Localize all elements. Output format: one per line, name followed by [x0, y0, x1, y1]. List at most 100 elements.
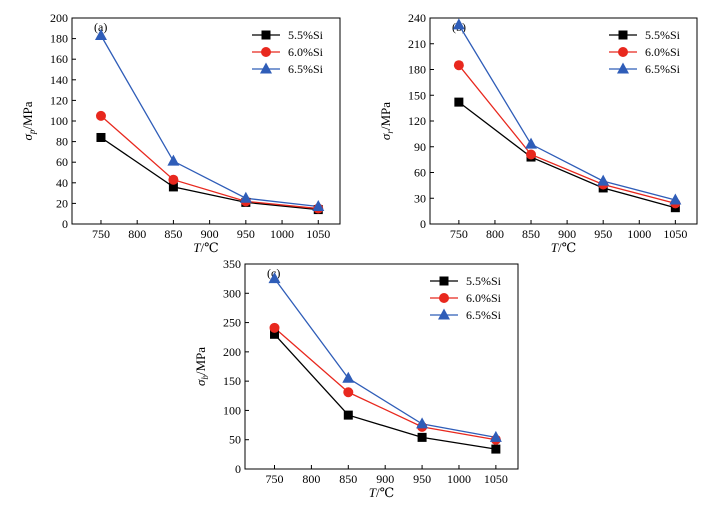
x-tick-label: 950 — [413, 472, 431, 486]
x-tick-label: 750 — [450, 227, 468, 241]
data-point — [452, 18, 465, 30]
series-line-6-0pctSi — [274, 327, 496, 441]
data-point — [525, 137, 538, 149]
data-point — [453, 60, 464, 71]
y-axis-unit: /MPa — [20, 101, 35, 129]
legend-label: 5.5%Si — [288, 28, 324, 42]
data-point — [342, 371, 355, 383]
x-tick-label: 900 — [376, 472, 394, 486]
series-line-6-5pctSi — [458, 24, 676, 201]
x-axis-symbol: T — [193, 240, 201, 255]
legend-label: 6.0%Si — [645, 45, 681, 59]
y-tick-label: 0 — [420, 217, 426, 231]
y-tick-label: 30 — [414, 191, 426, 205]
x-tick-label: 850 — [164, 227, 182, 241]
x-tick-label: 800 — [486, 227, 504, 241]
y-tick-label: 20 — [56, 196, 68, 210]
legend-marker — [439, 276, 449, 286]
panel-label: (c) — [267, 266, 280, 280]
y-tick-label: 150 — [223, 374, 241, 388]
y-tick-label: 210 — [408, 37, 426, 51]
legend-marker — [261, 47, 271, 57]
data-point — [597, 174, 610, 186]
y-tick-label: 60 — [56, 155, 68, 169]
data-point — [489, 430, 502, 442]
series-line-6-5pctSi — [273, 278, 496, 439]
legend-marker — [617, 62, 629, 74]
data-point — [270, 329, 280, 339]
data-point — [268, 272, 281, 284]
y-tick-label: 120 — [408, 114, 426, 128]
y-tick-label: 200 — [50, 11, 68, 25]
y-axis-subscript: b — [200, 375, 210, 380]
data-point — [167, 154, 180, 166]
series-line-6-5pctSi — [100, 35, 319, 208]
series-line-5-5pctSi — [458, 101, 676, 209]
data-point — [94, 29, 107, 41]
x-tick-label: 750 — [92, 227, 110, 241]
y-tick-label: 180 — [408, 63, 426, 77]
y-tick-label: 0 — [62, 217, 68, 231]
data-point — [95, 110, 106, 121]
x-tick-label: 950 — [237, 227, 255, 241]
chart-panel-c: 750 800 850 900 950 1000 1050 0 50 100 150 200 250 30… — [193, 257, 519, 500]
y-axis-unit: /MPa — [193, 347, 208, 375]
x-tick-label: 800 — [128, 227, 146, 241]
x-tick-label: 1050 — [306, 227, 330, 241]
y-tick-label: 120 — [50, 93, 68, 107]
y-axis-subscript: p — [27, 129, 37, 135]
y-tick-label: 60 — [414, 166, 426, 180]
y-axis-subscript: r — [385, 130, 395, 134]
y-axis-symbol: σ — [378, 133, 393, 140]
data-point — [669, 193, 682, 205]
data-point — [168, 182, 178, 192]
y-tick-label: 140 — [50, 73, 68, 87]
y-tick-label: 180 — [50, 32, 68, 46]
y-axis-title: σr/MPa — [378, 102, 395, 140]
y-tick-label: 150 — [408, 88, 426, 102]
data-point — [454, 97, 464, 107]
x-axis-unit: /℃ — [201, 240, 219, 255]
legend-marker — [439, 293, 449, 303]
y-tick-label: 200 — [223, 345, 241, 359]
legend-label: 6.0%Si — [466, 291, 502, 305]
chart-panel-a: 750 800 850 900 950 1000 1050 0 20 40 60 80 100 120 14… — [20, 11, 341, 255]
x-axis-unit: /℃ — [376, 485, 394, 500]
x-tick-label: 1050 — [484, 472, 508, 486]
data-point — [239, 191, 252, 203]
data-point — [96, 132, 106, 142]
x-tick-label: 1000 — [270, 227, 294, 241]
data-point — [312, 199, 325, 211]
y-tick-label: 160 — [50, 52, 68, 66]
y-tick-label: 90 — [414, 140, 426, 154]
y-tick-label: 250 — [223, 316, 241, 330]
plot-frame — [244, 263, 519, 470]
y-axis-symbol: σ — [193, 379, 208, 386]
data-point — [526, 149, 537, 160]
y-tick-label: 300 — [223, 286, 241, 300]
panel-label: (a) — [94, 20, 107, 34]
x-axis-title: T/℃ — [193, 240, 218, 255]
y-axis-title: σp/MPa — [20, 101, 37, 140]
chart-panel-b: 750 800 850 900 950 1000 1050 0 30 60 90 120 150 180 2… — [378, 11, 698, 255]
data-point — [269, 322, 280, 333]
data-point — [343, 387, 354, 398]
y-axis-title: σb/MPa — [193, 347, 210, 386]
x-tick-label: 1050 — [663, 227, 687, 241]
y-tick-label: 350 — [223, 257, 241, 271]
x-tick-label: 1000 — [447, 472, 471, 486]
x-tick-label: 850 — [339, 472, 357, 486]
y-tick-label: 240 — [408, 11, 426, 25]
x-axis-unit: /℃ — [558, 240, 576, 255]
y-tick-label: 40 — [56, 176, 68, 190]
series-line-6-0pctSi — [458, 64, 676, 205]
legend-marker — [260, 62, 272, 74]
legend-label: 6.5%Si — [645, 62, 681, 76]
data-point — [417, 432, 427, 442]
data-point — [491, 444, 501, 454]
legend-marker — [438, 308, 450, 320]
x-axis-title: T/℃ — [369, 485, 394, 500]
series-line-6-0pctSi — [100, 115, 319, 210]
x-tick-label: 1000 — [627, 227, 651, 241]
